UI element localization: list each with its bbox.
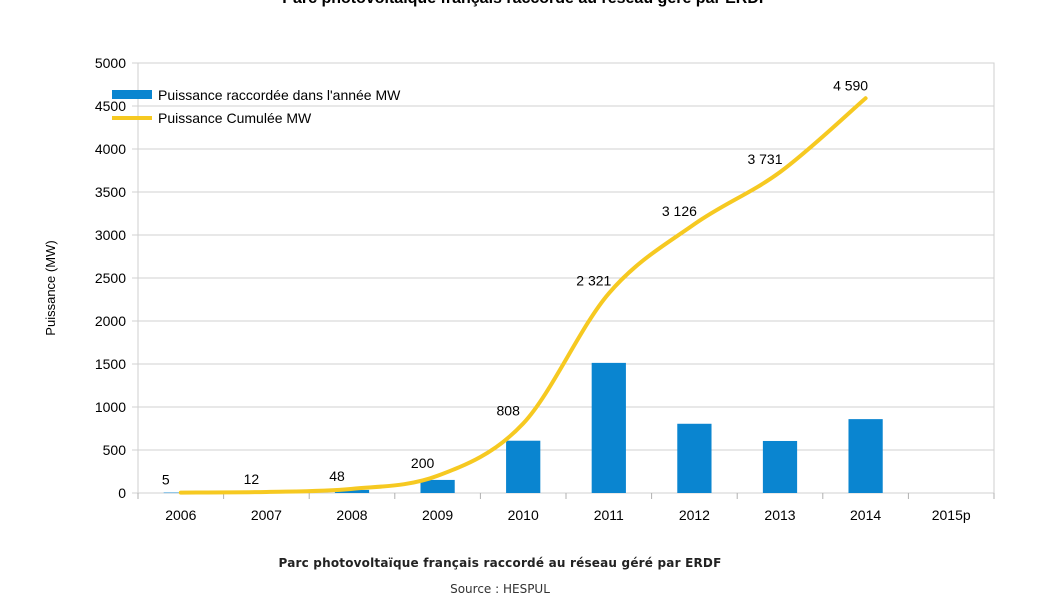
legend: Puissance raccordée dans l'année MW Puis… xyxy=(112,87,401,126)
legend-bar-label: Puissance raccordée dans l'année MW xyxy=(158,87,401,103)
x-tick-label: 2010 xyxy=(508,507,539,523)
bar xyxy=(420,479,455,493)
legend-line-label: Puissance Cumulée MW xyxy=(158,110,312,126)
y-tick-label: 2500 xyxy=(95,270,126,286)
x-tick-label: 2011 xyxy=(594,507,624,523)
data-label: 48 xyxy=(329,468,345,484)
data-label: 808 xyxy=(497,403,521,419)
data-label: 2 321 xyxy=(576,272,611,288)
y-tick-label: 5000 xyxy=(95,55,126,71)
y-tick-label: 4000 xyxy=(95,141,126,157)
cumulative-line xyxy=(178,96,868,495)
x-tick-label: 2013 xyxy=(764,507,795,523)
y-tick-label: 0 xyxy=(118,485,126,501)
legend-bar-swatch xyxy=(112,90,152,99)
data-label: 4 590 xyxy=(833,77,868,93)
figure-caption: Parc photovoltaïque français raccordé au… xyxy=(278,556,722,570)
y-tick-label: 4500 xyxy=(95,98,126,114)
x-tick-label: 2012 xyxy=(679,507,710,523)
bar xyxy=(506,440,541,493)
y-axis: 0 500 1000 1500 2000 2500 3000 3500 4000 4500 5000 xyxy=(95,55,126,501)
data-label: 3 731 xyxy=(747,151,782,167)
y-tick-label: 1500 xyxy=(95,356,126,372)
data-label: 12 xyxy=(244,471,260,487)
y-tick-label: 500 xyxy=(103,442,127,458)
figure-source: Source : HESPUL xyxy=(450,582,550,596)
x-tick-label: 2007 xyxy=(251,507,282,523)
data-label: 5 xyxy=(162,472,170,488)
bar xyxy=(591,362,626,493)
y-tick-label: 2000 xyxy=(95,313,126,329)
chart-title: Parc photovoltaïque français raccordé au… xyxy=(0,0,1051,8)
y-tick-label: 1000 xyxy=(95,399,126,415)
chart-area: 5 12 48 200 808 2 321 3 126 3 731 4 590 0 500 1000… xyxy=(43,55,995,523)
bar xyxy=(334,489,370,493)
data-labels: 5 12 48 200 808 2 321 3 126 3 731 4 590 xyxy=(162,77,868,487)
data-label: 200 xyxy=(411,455,435,471)
data-label: 3 126 xyxy=(662,203,697,219)
bar xyxy=(848,419,883,493)
y-tick-label: 3000 xyxy=(95,227,126,243)
bar-series xyxy=(163,362,883,494)
x-tick-label: 2008 xyxy=(336,507,367,523)
x-tick-label: 2006 xyxy=(165,507,196,523)
x-tick-label: 2015p xyxy=(932,507,971,523)
y-tick-label: 3500 xyxy=(95,184,126,200)
y-axis-label: Puissance (MW) xyxy=(43,240,58,335)
x-tick-label: 2014 xyxy=(850,507,881,523)
x-tick-label: 2009 xyxy=(422,507,453,523)
bar xyxy=(677,423,712,493)
bar xyxy=(762,440,798,493)
x-axis: 2006 2007 2008 2009 2010 2011 2012 2013 2014 2015… xyxy=(165,507,971,523)
